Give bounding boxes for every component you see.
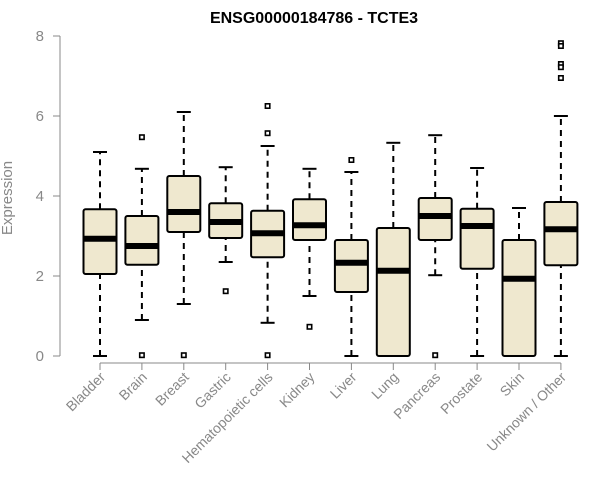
outlier-point <box>306 323 313 330</box>
outlier-point <box>180 352 187 359</box>
iqr-box <box>124 215 160 266</box>
box-unknown-other <box>543 40 579 357</box>
x-tick-label: Kidney <box>276 369 318 411</box>
outlier-point <box>264 130 271 137</box>
x-tick-label: Unknown / Other <box>483 369 569 455</box>
y-tick-label: 0 <box>36 348 44 365</box>
y-tick-label: 6 <box>36 108 44 125</box>
iqr-box <box>166 175 202 233</box>
y-tick-label: 4 <box>36 188 44 205</box>
x-tick-label: Skin <box>497 369 528 400</box>
x-tick-label: Breast <box>152 369 192 409</box>
box-bladder <box>82 151 118 357</box>
y-tick-label: 8 <box>36 28 44 45</box>
iqr-box <box>333 239 369 293</box>
x-tick-label: Prostate <box>437 369 485 417</box>
box-pancreas <box>417 134 453 359</box>
box-brain <box>124 134 160 359</box>
outlier-point <box>264 352 271 359</box>
box-liver <box>333 157 369 357</box>
iqr-box <box>375 227 411 357</box>
box-prostate <box>459 167 495 357</box>
box-hematopoietic-cells <box>250 103 286 359</box>
outlier-point <box>138 352 145 359</box>
outlier-point <box>264 103 271 110</box>
x-tick-label: Brain <box>116 369 150 403</box>
iqr-box <box>501 239 537 357</box>
iqr-box <box>459 207 495 270</box>
x-tick-label: Lung <box>368 369 401 402</box>
outlier-point <box>432 352 439 359</box>
chart-title: ENSG00000184786 - TCTE3 <box>210 10 418 27</box>
box-lung <box>375 141 411 357</box>
boxes-group <box>82 40 579 359</box>
outlier-point <box>557 42 564 49</box>
y-axis: 0 2 4 6 8 <box>36 28 61 365</box>
y-axis-label: Expression <box>0 161 16 235</box>
outlier-point <box>222 288 229 295</box>
iqr-box <box>543 201 579 267</box>
outlier-point <box>557 75 564 82</box>
box-breast <box>166 111 202 359</box>
y-tick-label: 2 <box>36 268 44 285</box>
x-tick-label: Liver <box>327 369 360 402</box>
box-kidney <box>292 167 327 330</box>
box-gastric <box>208 166 244 295</box>
iqr-box <box>292 198 327 241</box>
x-tick-label: Bladder <box>63 369 109 415</box>
outlier-point <box>138 134 145 141</box>
outlier-point <box>348 157 355 164</box>
outlier-point <box>557 64 564 71</box>
box-skin <box>501 207 537 357</box>
x-tick-label: Pancreas <box>390 369 443 422</box>
